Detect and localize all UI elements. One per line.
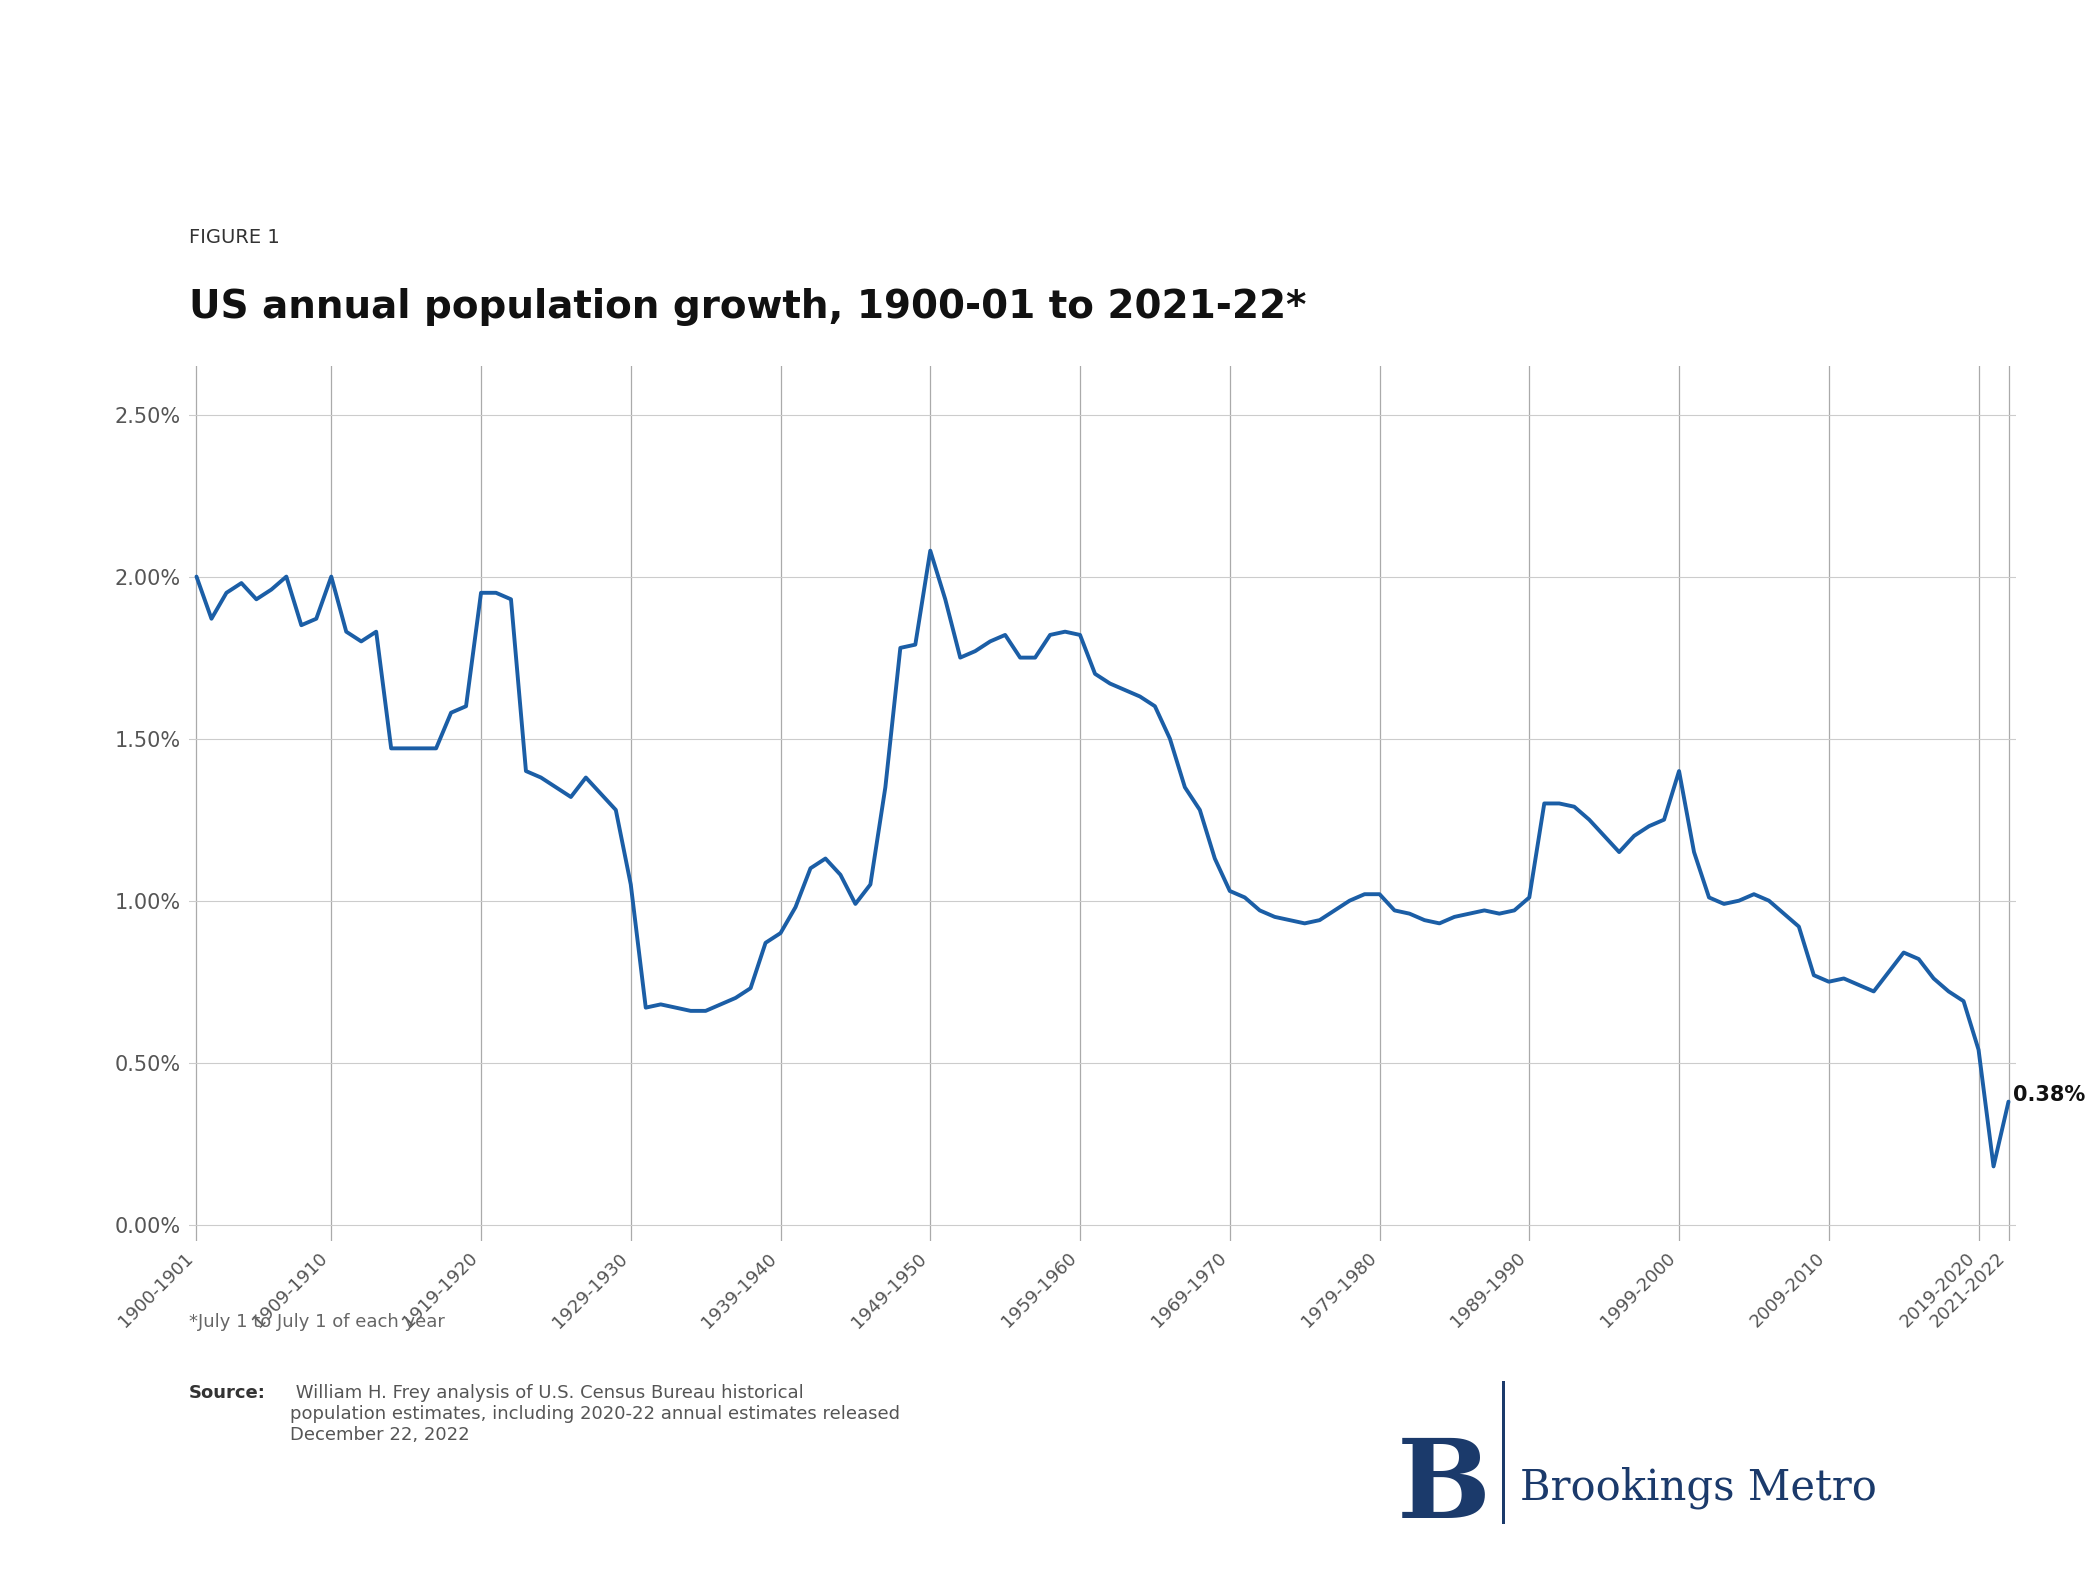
Text: Source:: Source: <box>189 1384 267 1402</box>
Text: US annual population growth, 1900-01 to 2021-22*: US annual population growth, 1900-01 to … <box>189 288 1306 326</box>
Text: Brookings Metro: Brookings Metro <box>1520 1467 1877 1508</box>
Text: *July 1 to July 1 of each year: *July 1 to July 1 of each year <box>189 1313 445 1330</box>
Text: B: B <box>1396 1433 1491 1542</box>
Text: 0.38%: 0.38% <box>2014 1085 2085 1106</box>
Text: FIGURE 1: FIGURE 1 <box>189 228 279 247</box>
Text: William H. Frey analysis of U.S. Census Bureau historical
population estimates, : William H. Frey analysis of U.S. Census … <box>290 1384 899 1443</box>
